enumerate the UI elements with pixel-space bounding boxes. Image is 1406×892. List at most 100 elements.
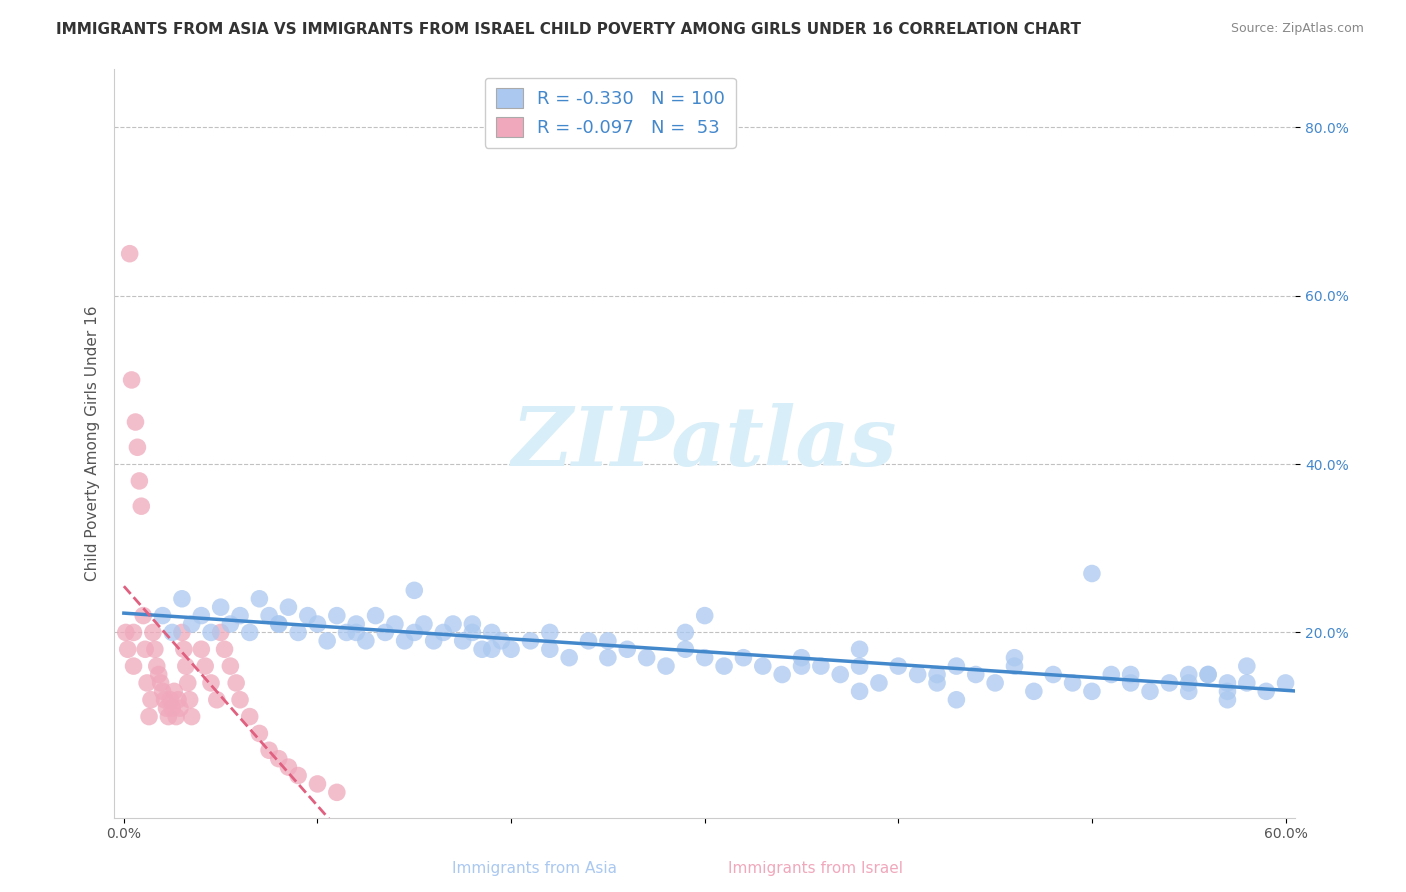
Point: [461, 625, 484, 640]
Point: [1159, 676, 1181, 690]
Point: [267, 752, 290, 766]
Point: [129, 499, 152, 513]
Point: [1042, 667, 1064, 681]
Point: [1197, 667, 1219, 681]
Point: [163, 684, 186, 698]
Point: [229, 692, 252, 706]
Point: [616, 642, 638, 657]
Point: [307, 777, 329, 791]
Point: [127, 440, 149, 454]
Point: [432, 625, 454, 640]
Legend: R = -0.330   N = 100, R = -0.097   N =  53: R = -0.330 N = 100, R = -0.097 N = 53: [485, 78, 735, 148]
Point: [118, 246, 141, 260]
Point: [152, 608, 174, 623]
Point: [200, 625, 222, 640]
Point: [128, 474, 150, 488]
Point: [868, 676, 890, 690]
Point: [205, 692, 228, 706]
Point: [170, 591, 193, 606]
Point: [673, 625, 696, 640]
Point: [364, 608, 387, 623]
Point: [209, 625, 232, 640]
Point: [1139, 684, 1161, 698]
Point: [214, 642, 236, 657]
Point: [1004, 650, 1026, 665]
Point: [170, 625, 193, 640]
Point: [501, 642, 523, 657]
Point: [636, 650, 658, 665]
Point: [117, 642, 139, 657]
Point: [810, 659, 832, 673]
Point: [139, 692, 162, 706]
Point: [693, 650, 716, 665]
Point: [247, 726, 270, 740]
Point: [374, 625, 396, 640]
Point: [136, 676, 159, 690]
Point: [596, 650, 619, 665]
Point: [143, 642, 166, 657]
Point: [122, 659, 145, 673]
Point: [848, 642, 870, 657]
Point: [267, 617, 290, 632]
Point: [138, 709, 160, 723]
Point: [157, 709, 180, 723]
Point: [1216, 684, 1239, 698]
Point: [239, 709, 262, 723]
Text: ZIPatlas: ZIPatlas: [512, 403, 897, 483]
Point: [538, 642, 561, 657]
Point: [326, 785, 349, 799]
Point: [984, 676, 1007, 690]
Point: [1099, 667, 1122, 681]
Point: [1236, 659, 1258, 673]
Point: [1256, 684, 1278, 698]
Point: [945, 659, 967, 673]
Point: [1274, 676, 1296, 690]
Text: Immigrants from Asia: Immigrants from Asia: [451, 861, 617, 876]
Point: [1177, 684, 1199, 698]
Point: [180, 617, 202, 632]
Point: [451, 633, 474, 648]
Point: [179, 692, 201, 706]
Point: [1177, 676, 1199, 690]
Point: [481, 642, 503, 657]
Point: [404, 583, 426, 598]
Point: [693, 608, 716, 623]
Point: [162, 625, 184, 640]
Point: [155, 701, 177, 715]
Point: [287, 625, 309, 640]
Point: [887, 659, 910, 673]
Point: [344, 625, 367, 640]
Point: [655, 659, 678, 673]
Point: [461, 617, 484, 632]
Point: [165, 709, 187, 723]
Point: [1062, 676, 1084, 690]
Point: [335, 625, 357, 640]
Point: [219, 659, 242, 673]
Point: [209, 600, 232, 615]
Point: [848, 659, 870, 673]
Point: [148, 667, 170, 681]
Point: [1022, 684, 1045, 698]
Point: [733, 650, 755, 665]
Point: [114, 625, 136, 640]
Point: [277, 600, 299, 615]
Point: [1216, 692, 1239, 706]
Point: [945, 692, 967, 706]
Point: [422, 633, 444, 648]
Point: [152, 684, 174, 698]
Point: [1119, 676, 1142, 690]
Point: [287, 768, 309, 782]
Point: [1216, 676, 1239, 690]
Point: [257, 743, 280, 757]
Point: [124, 415, 146, 429]
Point: [394, 633, 416, 648]
Point: [578, 633, 600, 648]
Point: [344, 617, 367, 632]
Point: [267, 617, 290, 632]
Point: [413, 617, 436, 632]
Point: [1119, 667, 1142, 681]
Point: [159, 692, 181, 706]
Point: [225, 676, 247, 690]
Point: [297, 608, 319, 623]
Point: [925, 676, 948, 690]
